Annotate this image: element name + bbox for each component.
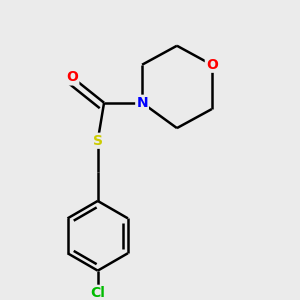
Text: O: O bbox=[206, 58, 218, 72]
Text: S: S bbox=[93, 134, 103, 148]
Text: N: N bbox=[136, 96, 148, 110]
Text: Cl: Cl bbox=[90, 286, 105, 300]
Text: O: O bbox=[67, 70, 78, 84]
